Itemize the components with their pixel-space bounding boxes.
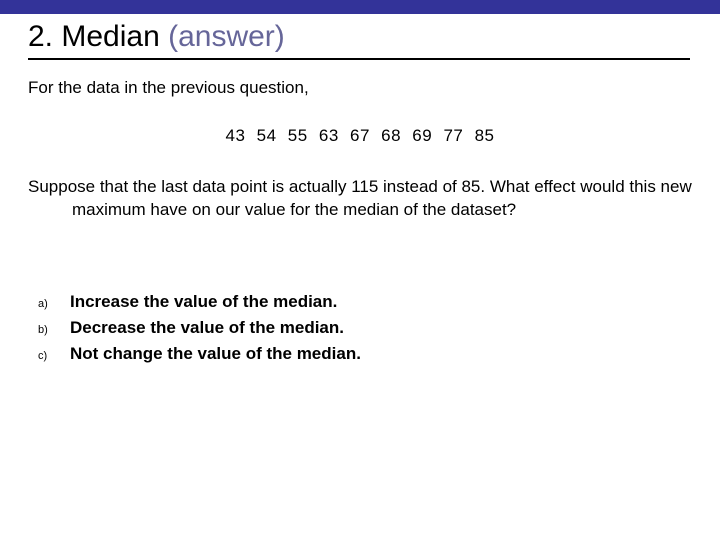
answer-options: a) Increase the value of the median. b) … bbox=[28, 292, 692, 364]
option-c: c) Not change the value of the median. bbox=[38, 344, 692, 364]
question-text: Suppose that the last data point is actu… bbox=[72, 176, 692, 222]
intro-text: For the data in the previous question, bbox=[28, 78, 692, 98]
option-text: Not change the value of the median. bbox=[70, 344, 361, 364]
title-accent-text: (answer) bbox=[168, 20, 285, 53]
title-main-text: 2. Median bbox=[28, 20, 168, 53]
option-letter: b) bbox=[38, 324, 70, 336]
slide-title: 2. Median (answer) bbox=[28, 20, 690, 58]
header-color-bar bbox=[0, 0, 720, 14]
slide-content: 2. Median (answer) For the data in the p… bbox=[0, 14, 720, 364]
title-block: 2. Median (answer) bbox=[28, 20, 690, 60]
option-letter: c) bbox=[38, 350, 70, 362]
option-text: Decrease the value of the median. bbox=[70, 318, 344, 338]
option-letter: a) bbox=[38, 298, 70, 310]
data-values-row: 43 54 55 63 67 68 69 77 85 bbox=[28, 126, 692, 146]
option-a: a) Increase the value of the median. bbox=[38, 292, 692, 312]
option-b: b) Decrease the value of the median. bbox=[38, 318, 692, 338]
option-text: Increase the value of the median. bbox=[70, 292, 337, 312]
